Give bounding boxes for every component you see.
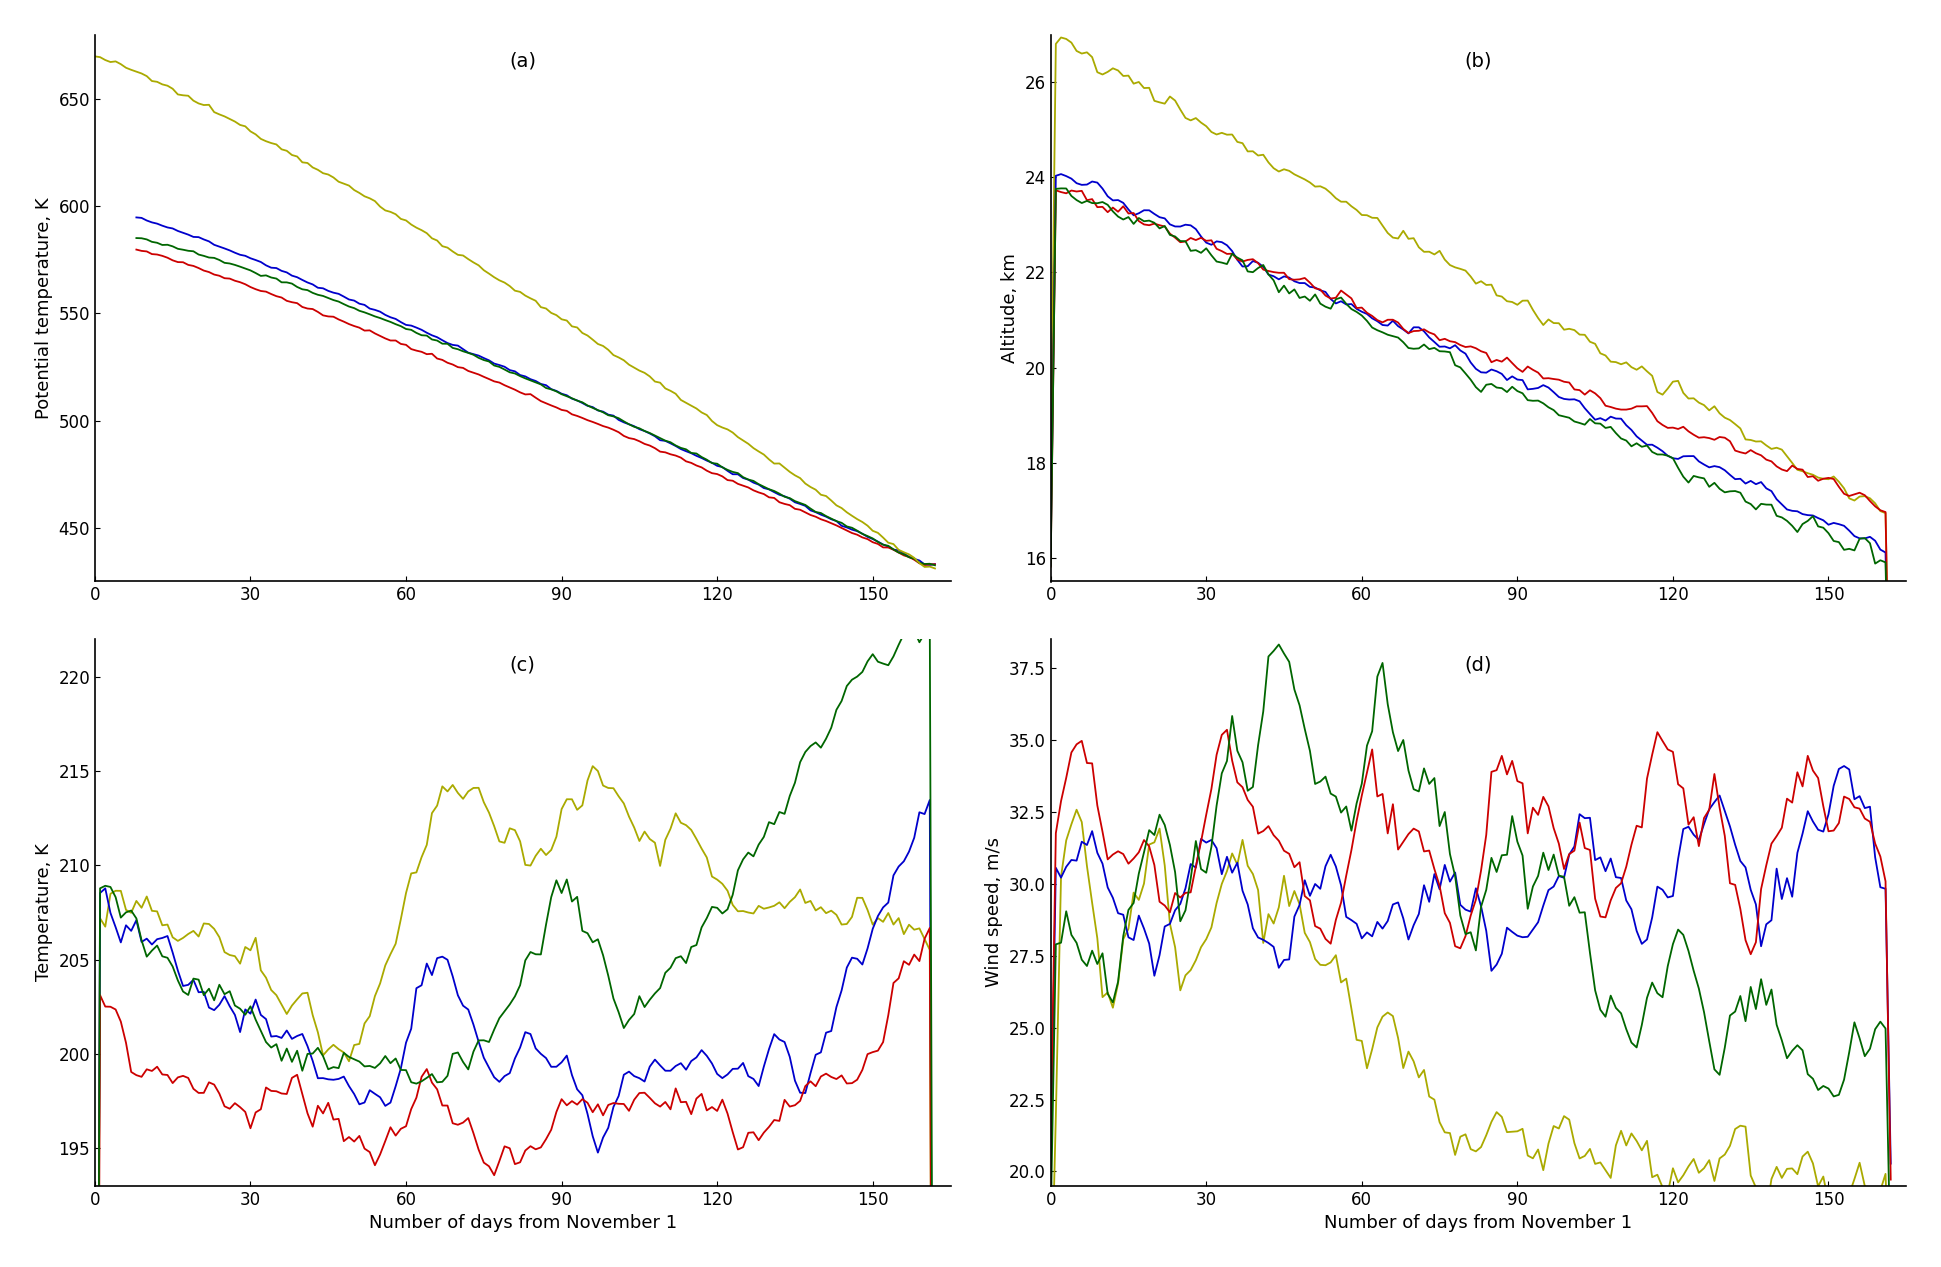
Y-axis label: Altitude, km: Altitude, km <box>1002 253 1019 364</box>
Text: (a): (a) <box>509 51 536 70</box>
Text: (b): (b) <box>1465 51 1493 70</box>
Y-axis label: Potential temperature, K: Potential temperature, K <box>35 198 52 419</box>
X-axis label: Number of days from November 1: Number of days from November 1 <box>369 1214 677 1233</box>
Y-axis label: Wind speed, m/s: Wind speed, m/s <box>986 837 1003 987</box>
Text: (d): (d) <box>1465 655 1493 674</box>
X-axis label: Number of days from November 1: Number of days from November 1 <box>1324 1214 1632 1233</box>
Y-axis label: Temperature, K: Temperature, K <box>35 844 52 982</box>
Text: (c): (c) <box>510 655 536 674</box>
